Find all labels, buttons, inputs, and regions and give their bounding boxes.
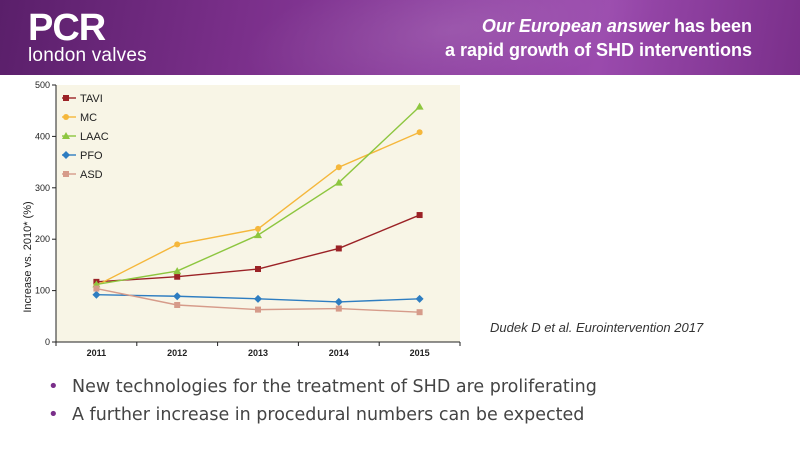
data-point-mc bbox=[416, 129, 423, 136]
logo-main-text: PCR bbox=[28, 7, 106, 49]
x-tick-label: 2014 bbox=[329, 348, 349, 358]
title-emphasis: Our European answer bbox=[481, 16, 669, 36]
y-tick-label: 0 bbox=[45, 337, 50, 347]
legend-item-pfo: PFO bbox=[62, 150, 103, 162]
data-point-mc bbox=[174, 241, 181, 248]
slide-title: Our European answer has been a rapid gro… bbox=[445, 14, 752, 62]
x-tick-label: 2012 bbox=[167, 348, 187, 358]
data-point-asd bbox=[335, 305, 342, 312]
legend-label-pfo: PFO bbox=[80, 150, 103, 162]
bullet-item: A further increase in procedural numbers… bbox=[48, 401, 597, 429]
legend-label-asd: ASD bbox=[80, 169, 103, 181]
legend-marker-mc bbox=[63, 114, 69, 120]
title-line-1: Our European answer has been bbox=[445, 14, 752, 38]
data-point-pfo bbox=[173, 292, 182, 301]
line-chart: 0 100 200 300 400 500 2011 2012 2013 2014 2015 TAV… bbox=[18, 80, 462, 358]
y-tick-label: 500 bbox=[35, 80, 50, 90]
data-point-laac bbox=[334, 178, 343, 186]
y-tick-label: 300 bbox=[35, 183, 50, 193]
data-point-asd bbox=[255, 306, 261, 313]
data-point-laac bbox=[173, 267, 182, 275]
y-tick-label: 400 bbox=[35, 131, 50, 141]
citation: Dudek D et al. Eurointervention 2017 bbox=[490, 320, 704, 335]
legend-marker-asd bbox=[63, 171, 69, 177]
data-point-asd bbox=[416, 309, 423, 316]
data-point-pfo bbox=[334, 297, 343, 306]
legend-item-mc: MC bbox=[62, 112, 97, 124]
plot-area bbox=[56, 85, 460, 342]
data-point-tavi bbox=[416, 212, 423, 219]
series-pfo bbox=[92, 290, 424, 306]
bullet-list: New technologies for the treatment of SH… bbox=[48, 373, 597, 429]
x-tick-label: 2011 bbox=[87, 348, 107, 358]
data-point-tavi bbox=[335, 245, 342, 252]
logo-sub-text: london valves bbox=[28, 45, 147, 66]
x-tick-label: 2015 bbox=[410, 348, 430, 358]
legend-marker-pfo bbox=[62, 151, 70, 159]
data-point-pfo bbox=[92, 290, 101, 299]
data-point-tavi bbox=[255, 266, 261, 273]
y-axis-label: Increase vs. 2010* (%) bbox=[22, 201, 34, 312]
data-point-tavi bbox=[174, 273, 181, 280]
y-tick-label: 200 bbox=[35, 234, 50, 244]
chart-legend: TAVI MC LAAC PFO ASD bbox=[62, 93, 109, 181]
chart-axes: 0 100 200 300 400 500 2011 2012 2013 2014 2015 bbox=[35, 80, 461, 358]
legend-item-asd: ASD bbox=[62, 169, 103, 181]
series-asd bbox=[93, 285, 423, 316]
legend-label-laac: LAAC bbox=[80, 131, 109, 143]
chart-series bbox=[92, 102, 424, 316]
legend-label-tavi: TAVI bbox=[80, 93, 103, 105]
data-point-pfo bbox=[254, 294, 262, 303]
data-point-asd bbox=[93, 285, 100, 292]
data-point-pfo bbox=[415, 294, 424, 303]
data-point-mc bbox=[255, 225, 261, 232]
legend-label-mc: MC bbox=[80, 112, 97, 124]
legend-item-laac: LAAC bbox=[62, 131, 109, 143]
data-point-laac bbox=[254, 231, 262, 239]
bullet-item: New technologies for the treatment of SH… bbox=[48, 373, 597, 401]
legend-marker-tavi bbox=[63, 95, 69, 101]
legend-marker-laac bbox=[62, 132, 70, 139]
y-tick-label: 100 bbox=[35, 286, 50, 296]
data-point-asd bbox=[174, 301, 181, 308]
series-laac bbox=[92, 102, 424, 288]
pcr-london-valves-logo: PCR london valves bbox=[28, 8, 147, 66]
x-tick-label: 2013 bbox=[248, 348, 268, 358]
data-point-mc bbox=[335, 164, 342, 171]
slide-header: PCR london valves Our European answer ha… bbox=[0, 0, 800, 75]
title-line-1-rest: has been bbox=[668, 16, 752, 36]
title-line-2: a rapid growth of SHD interventions bbox=[444, 40, 752, 60]
data-point-laac bbox=[415, 102, 424, 110]
legend-item-tavi: TAVI bbox=[62, 93, 103, 105]
